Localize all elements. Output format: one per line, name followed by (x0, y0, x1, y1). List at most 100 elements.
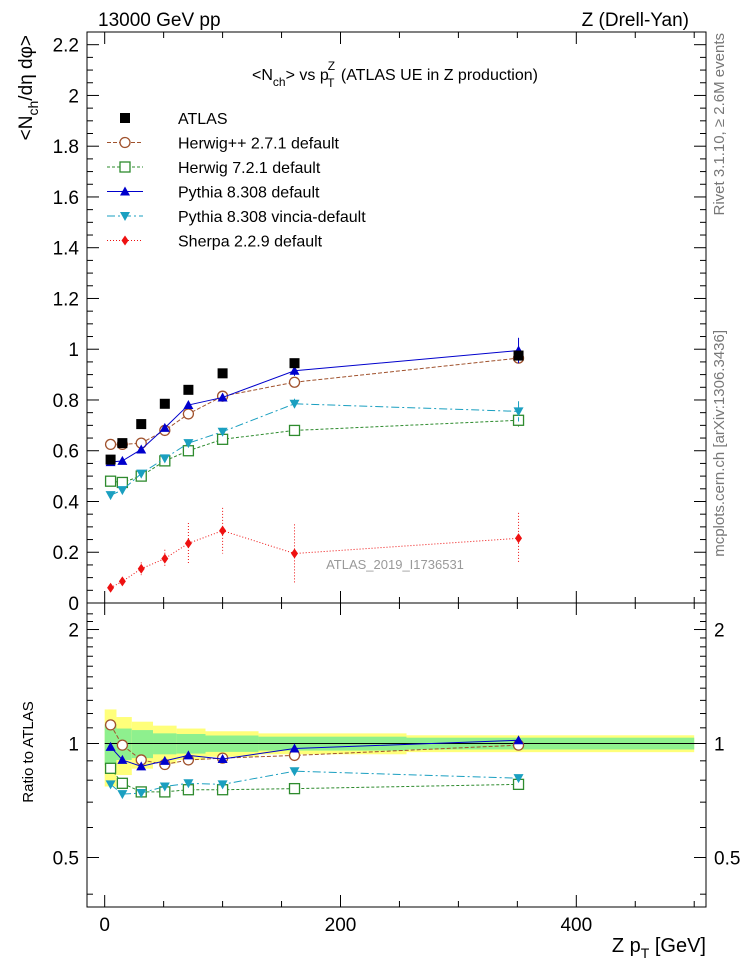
ratio-point-pythia-8-308-default (105, 741, 116, 751)
data-point-pythia-8-308-vincia-default (105, 491, 116, 501)
ratio-tick-label-right: 1 (714, 735, 725, 756)
rivet-label: Rivet 3.1.10, ≥ 2.6M events (711, 33, 728, 216)
data-point-sherpa-2-2-9-default (184, 538, 192, 549)
data-point-pythia-8-308-vincia-default (513, 407, 524, 417)
legend-marker-herwig-7-2-1-default (119, 161, 131, 173)
data-point-sherpa-2-2-9-default (137, 563, 145, 574)
y-tick-label: 0.4 (53, 492, 80, 513)
x-tick-label: 400 (560, 915, 592, 936)
legend-marker-atlas (120, 113, 130, 123)
ratio-point-pythia-8-308-vincia-default (159, 782, 170, 792)
ratio-point-pythia-8-308-default (513, 735, 524, 745)
data-point-pythia-8-308-default (217, 392, 228, 402)
ratio-point-pythia-8-308-vincia-default (117, 790, 128, 800)
ratio-point-pythia-8-308-vincia-default (513, 774, 524, 784)
series-line-sherpa-2-2-9-default (110, 530, 519, 589)
data-point-atlas (217, 368, 228, 379)
header-right: Z (Drell-Yan) (582, 10, 689, 31)
ratio-point-pythia-8-308-vincia-default (105, 780, 116, 790)
legend-label-sherpa-2-2-9-default: Sherpa 2.2.9 default (178, 234, 323, 251)
legend-label-pythia-8-308-vincia-default: Pythia 8.308 vincia-default (178, 209, 366, 226)
legend-marker-herwig-2-7-1-default (119, 136, 131, 149)
ratio-point-pythia-8-308-vincia-default (183, 779, 194, 789)
ratio-point-pythia-8-308-vincia-default (136, 789, 147, 799)
ratio-point-pythia-8-308-default (136, 761, 147, 771)
y-tick-label: 0.6 (53, 442, 79, 463)
y-tick-label: 0.8 (53, 391, 79, 412)
data-point-pythia-8-308-vincia-default (183, 439, 194, 449)
series-line-herwig-7-2-1-default (110, 419, 519, 483)
data-point-herwig-2-7-1-default (104, 438, 117, 451)
data-point-pythia-8-308-default (136, 444, 147, 454)
y-tick-label: 1.2 (53, 289, 79, 310)
ratio-point-herwig-7-2-1-default (116, 777, 129, 789)
legend: ATLAS Herwig++ 2.7.1 default Herwig 7.2.1 … (107, 111, 366, 251)
ratio-plot-frame (86, 602, 707, 908)
data-point-sherpa-2-2-9-default (161, 553, 169, 564)
legend-marker-pythia-8-308-vincia-default (120, 212, 130, 221)
data-point-herwig-7-2-1-default (288, 424, 301, 437)
mcplots-label: mcplots.cern.ch [arXiv:1306.3436] (711, 330, 728, 557)
ratio-tick-label: 2 (68, 621, 79, 642)
chart-upper-layer: 0 0.2 0.4 0.6 0.8 1 1.2 1.4 1.6 1.8 2 2.2 0 200 400 0.5… (53, 31, 740, 936)
x-tick-label: 0 (99, 915, 110, 936)
ratio-point-herwig-7-2-1-default (104, 762, 117, 774)
ratio-point-pythia-8-308-vincia-default (217, 780, 228, 790)
data-point-pythia-8-308-default (159, 422, 170, 432)
y-tick-label: 2 (68, 86, 79, 107)
header-left: 13000 GeV pp (98, 10, 221, 31)
legend-label-pythia-8-308-default: Pythia 8.308 default (178, 185, 320, 202)
data-point-atlas (183, 384, 194, 395)
x-tick-label: 200 (325, 915, 357, 936)
data-point-sherpa-2-2-9-default (291, 548, 299, 559)
data-point-sherpa-2-2-9-default (118, 576, 126, 587)
data-point-sherpa-2-2-9-default (219, 525, 227, 536)
data-point-atlas (117, 438, 128, 449)
chart-title: <Nch> vs pZ T (ATLAS UE in Z production) (252, 59, 538, 90)
series-line-pythia-8-308-default (110, 349, 519, 463)
ratio-tick-label: 0.5 (53, 848, 79, 869)
data-point-atlas (289, 358, 300, 369)
ratio-point-herwig-2-7-1-default (104, 719, 117, 731)
y-tick-label: 1.6 (53, 188, 79, 209)
data-point-atlas (136, 419, 147, 430)
ratio-band-inner (131, 730, 154, 759)
data-point-atlas (105, 454, 116, 465)
data-point-sherpa-2-2-9-default (107, 582, 115, 593)
ratio-point-pythia-8-308-vincia-default (289, 767, 300, 777)
ratio-point-pythia-8-308-default (183, 750, 194, 760)
y-tick-label: 0.2 (53, 543, 79, 564)
legend-marker-pythia-8-308-default (120, 186, 130, 196)
legend-label-atlas: ATLAS (178, 111, 228, 128)
data-point-atlas (513, 350, 524, 361)
analysis-label: ATLAS_2019_I1736531 (326, 557, 464, 572)
y-tick-label: 1.8 (53, 137, 79, 158)
legend-marker-sherpa-2-2-9-default (121, 235, 129, 246)
data-point-herwig-2-7-1-default (288, 376, 301, 388)
ratio-tick-label: 1 (68, 735, 79, 756)
data-point-pythia-8-308-vincia-default (117, 486, 128, 496)
data-point-pythia-8-308-default (117, 455, 128, 465)
ratio-point-pythia-8-308-default (289, 743, 300, 753)
legend-label-herwig-7-2-1-default: Herwig 7.2.1 default (178, 160, 321, 177)
y-axis-label: <Nch/dη dφ> (16, 35, 41, 140)
data-point-herwig-7-2-1-default (116, 476, 129, 489)
y-tick-label: 0 (68, 594, 79, 615)
data-point-sherpa-2-2-9-default (515, 533, 523, 544)
data-point-pythia-8-308-vincia-default (217, 427, 228, 437)
y-tick-label: 2.2 (53, 36, 79, 57)
ratio-point-pythia-8-308-default (117, 754, 128, 764)
data-point-pythia-8-308-vincia-default (136, 469, 147, 479)
ratio-y-axis-label: Ratio to ATLAS (20, 701, 37, 802)
data-point-pythia-8-308-vincia-default (289, 399, 300, 409)
data-point-atlas (159, 398, 170, 409)
data-point-pythia-8-308-default (289, 365, 300, 375)
ratio-line-pythia-8-308-vincia-default (110, 770, 519, 795)
ratio-point-pythia-8-308-default (159, 755, 170, 765)
x-axis-label: Z pT [GeV] (612, 935, 706, 961)
y-tick-label: 1 (68, 340, 79, 361)
data-point-pythia-8-308-vincia-default (159, 454, 170, 464)
data-point-herwig-7-2-1-default (104, 475, 117, 487)
legend-label-herwig-2-7-1-default: Herwig++ 2.7.1 default (178, 136, 340, 153)
